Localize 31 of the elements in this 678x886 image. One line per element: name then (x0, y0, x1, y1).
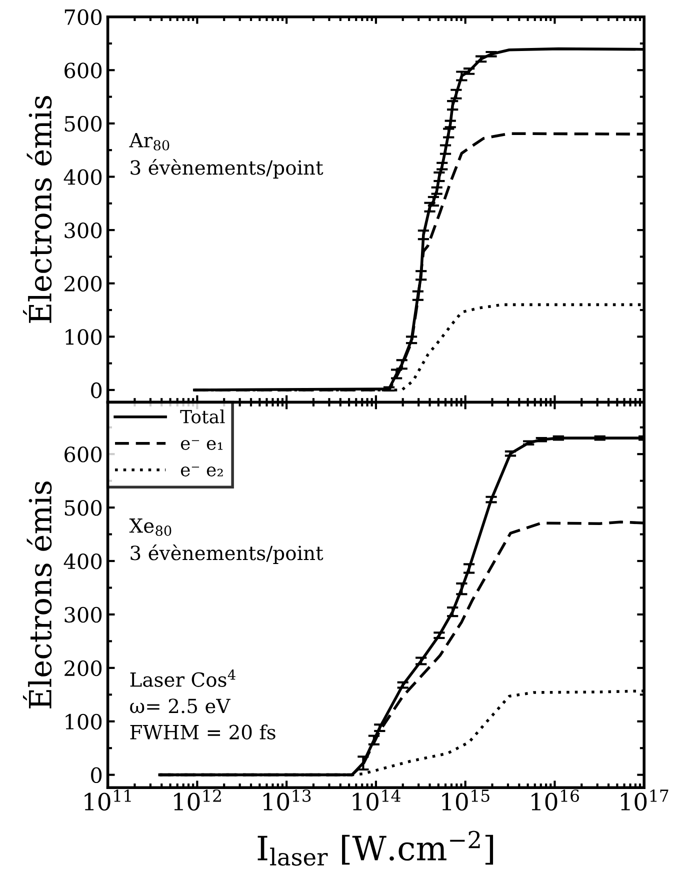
x-tick-label: 10$^{15}$ (442, 789, 490, 811)
x-tick-label: 10$^{12}$ (174, 789, 221, 811)
x-tick-label: 10$^{14}$ (352, 789, 400, 811)
y-tick-label: 300 (64, 606, 102, 623)
text: Laser Cos$^{4}$ ω= 2.5 eV FWHM = 20 fs (130, 670, 276, 740)
y-axis-title: Électrons émis (22, 481, 52, 708)
y-tick-label: 200 (64, 660, 102, 676)
y-tick-label: 0 (91, 382, 102, 398)
y-tick-label: 700 (64, 9, 102, 26)
y-tick-label: 600 (64, 62, 102, 78)
y-tick-label: 500 (64, 500, 102, 516)
y-tick-label: 500 (64, 116, 102, 132)
y-tick-label: 100 (66, 329, 102, 345)
y-axis-title: Électrons émis (22, 96, 52, 323)
x-axis-title: I$_{laser}$ [W.cm$^{−2}$] (258, 830, 494, 866)
y-tick-label: 400 (64, 553, 102, 570)
legend-label: e⁻ e₁ (180, 440, 222, 450)
y-tick-label: 100 (66, 714, 102, 730)
y-tick-label: 0 (91, 767, 102, 784)
y-tick-label: 400 (64, 169, 102, 185)
x-tick-label: 10$^{16}$ (532, 789, 579, 811)
y-tick-label: 300 (64, 222, 102, 238)
x-tick-label: 10$^{11}$ (84, 789, 131, 811)
annotation: Ar$_{80}$ 3 évènements/point (129, 133, 324, 179)
x-tick-label: 10$^{13}$ (263, 789, 311, 811)
x-tick-label: 10$^{17}$ (621, 789, 668, 811)
legend-label: e⁻ e₂ (180, 466, 223, 476)
y-tick-label: 600 (64, 446, 102, 462)
annotation: Xe$_{80}$ 3 évènements/point (129, 518, 324, 564)
legend-label: Total (180, 409, 225, 424)
y-tick-label: 200 (64, 276, 102, 292)
